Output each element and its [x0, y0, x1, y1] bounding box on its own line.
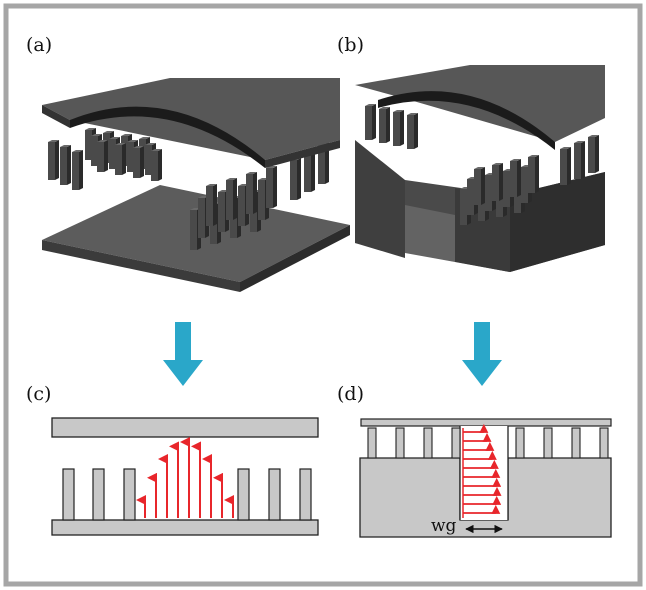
a-pin [48, 140, 59, 180]
d-pin [543, 427, 553, 459]
c-pin [123, 468, 136, 521]
a-bottom-plate-side [240, 225, 350, 292]
a-pin [133, 146, 144, 178]
a-top-plate-left-edge [42, 105, 70, 128]
d-pin [515, 427, 525, 459]
down-arrow-right-icon [462, 322, 502, 386]
d-top-plate [360, 418, 612, 427]
b-pin [510, 159, 521, 197]
b-pin [407, 113, 418, 149]
gap-width-label: wg [431, 516, 457, 536]
a-pin [266, 166, 277, 208]
a-pin [206, 184, 217, 226]
a-pin [151, 149, 162, 181]
c-pin [268, 468, 281, 521]
b-pin [379, 107, 390, 143]
down-arrow-left-icon [163, 322, 203, 386]
d-pin [423, 427, 433, 459]
b-pin-array [365, 104, 599, 225]
b-top-plate-curved-edge [378, 91, 555, 150]
a-pin [72, 150, 83, 190]
b-block-left-face [355, 140, 405, 258]
b-pin [574, 141, 585, 179]
d-field-arrows [462, 423, 502, 518]
outer-border [3, 3, 643, 587]
b-block-side [510, 172, 605, 272]
b-pin [588, 135, 599, 173]
a-pin [60, 145, 71, 185]
c-bottom-plate [51, 519, 319, 536]
b-groove-floor [405, 205, 455, 262]
d-pin [571, 427, 581, 459]
b-pin [560, 147, 571, 185]
a-pin [97, 140, 108, 172]
d-pin [599, 427, 609, 459]
b-pin [528, 155, 539, 193]
d-pin [451, 427, 461, 459]
panel-label-a: (a) [26, 34, 53, 56]
c-pin [237, 468, 250, 521]
c-pin [92, 468, 105, 521]
a-pin [290, 158, 301, 200]
b-pin [492, 163, 503, 201]
a-top-plate-curved-edge [70, 106, 265, 168]
c-pin-row [62, 468, 312, 521]
panel-c-cross-section [51, 417, 319, 536]
b-pin [474, 167, 485, 205]
c-pin [62, 468, 75, 521]
d-pin-row [367, 427, 609, 459]
c-top-plate [51, 417, 319, 438]
b-pin [393, 110, 404, 146]
panel-a-3d-gap-waveguide [42, 78, 350, 292]
a-pin [226, 178, 237, 220]
c-field-arrows [136, 437, 234, 518]
panel-b-3d-groove-waveguide [355, 65, 605, 272]
a-pin-array [48, 128, 329, 250]
panel-label-b: (b) [337, 34, 364, 56]
a-pin [115, 143, 126, 175]
a-top-plate-right-edge [265, 140, 340, 168]
panel-label-d: (d) [337, 383, 364, 405]
b-pin [365, 104, 376, 140]
panel-label-c: (c) [26, 383, 52, 405]
d-pin [367, 427, 377, 459]
a-bottom-plate-front [42, 240, 240, 292]
panel-d-cross-section [359, 418, 612, 538]
d-pin [395, 427, 405, 459]
c-pin [299, 468, 312, 521]
a-pin [246, 172, 257, 214]
